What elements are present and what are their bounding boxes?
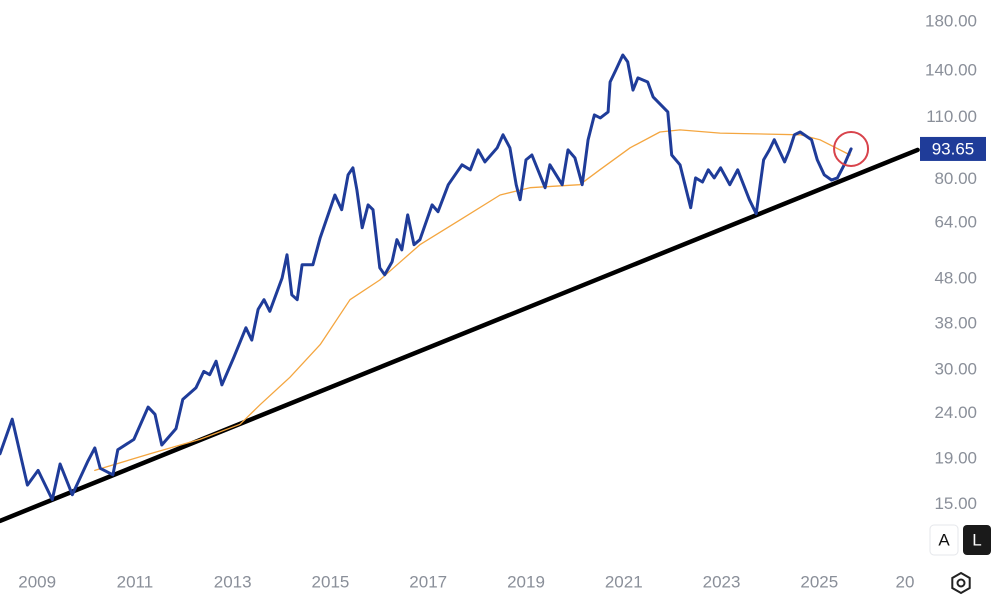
x-tick-label: 2019 — [507, 572, 545, 591]
settings-hexagon[interactable] — [951, 571, 971, 595]
auto-scale-button[interactable] — [929, 524, 959, 556]
settings-icon[interactable] — [951, 571, 971, 595]
y-tick-label: 48.00 — [934, 268, 977, 287]
log-scale-button[interactable] — [963, 525, 991, 555]
x-tick-label: 20 — [896, 572, 915, 591]
y-tick-label: 24.00 — [934, 403, 977, 422]
y-tick-label: 30.00 — [934, 360, 977, 379]
y-tick-label: 38.00 — [934, 314, 977, 333]
x-tick-label: 2015 — [312, 572, 350, 591]
settings-dot[interactable] — [956, 578, 966, 588]
x-tick-label: 2017 — [409, 572, 447, 591]
last-price-label: 93.65 — [932, 139, 975, 158]
x-tick-label: 2021 — [605, 572, 643, 591]
y-tick-label: 19.00 — [934, 448, 977, 467]
y-tick-label: 64.00 — [934, 212, 977, 231]
y-tick-label: 140.00 — [925, 60, 977, 79]
y-tick-label: 15.00 — [934, 494, 977, 513]
log-scale-label[interactable]: L — [972, 530, 981, 549]
x-tick-label: 2025 — [800, 572, 838, 591]
series-line — [0, 53, 853, 502]
auto-scale-label[interactable]: A — [938, 530, 950, 549]
series-line — [94, 129, 851, 472]
y-tick-label: 110.00 — [926, 107, 977, 126]
series-line — [0, 147, 920, 524]
y-tick-label: 180.00 — [925, 12, 977, 31]
x-tick-label: 2011 — [117, 572, 154, 591]
y-tick-label: 80.00 — [934, 169, 977, 188]
x-tick-label: 2013 — [214, 572, 252, 591]
x-tick-label: 2009 — [18, 572, 56, 591]
highlight-circle — [833, 130, 870, 167]
x-tick-label: 2023 — [703, 572, 741, 591]
last-price-tag — [920, 136, 986, 161]
